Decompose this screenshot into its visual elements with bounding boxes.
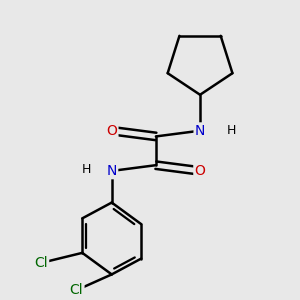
Text: N: N xyxy=(195,124,205,138)
Text: O: O xyxy=(106,124,117,138)
Text: H: H xyxy=(226,124,236,137)
Text: O: O xyxy=(195,164,206,178)
Text: H: H xyxy=(82,163,91,176)
Text: N: N xyxy=(106,164,117,178)
Text: Cl: Cl xyxy=(70,283,83,297)
Text: Cl: Cl xyxy=(34,256,48,270)
